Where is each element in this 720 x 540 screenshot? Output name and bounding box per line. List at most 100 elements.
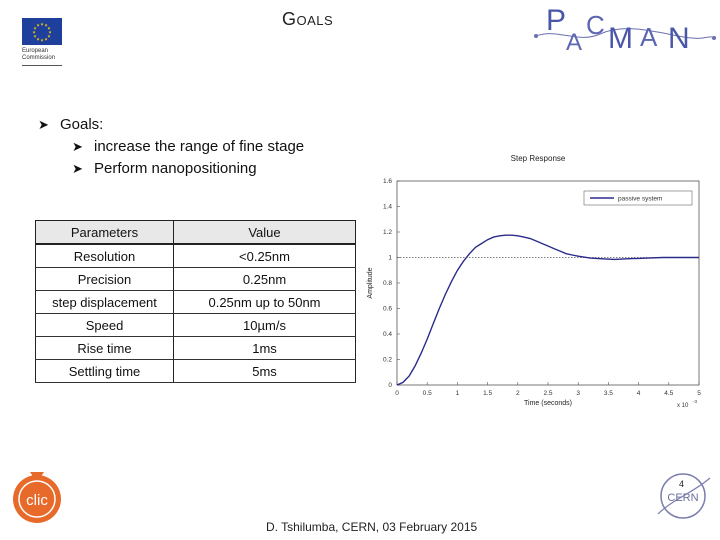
arrow-bullet-icon: ➤ [38,117,49,132]
chart-x-exponent-power: -3 [693,399,697,404]
chart-title: Step Response [511,154,566,163]
pacman-letter-m: M [608,22,633,55]
pacman-logo-dot-left [534,34,538,38]
chart-y-tick-label: 1 [388,255,392,262]
chart-x-tick-label: 2.5 [543,390,552,397]
table-cell-value: 5ms [173,359,356,383]
title-initial: G [282,9,297,29]
table-row: Resolution <0.25nm [35,244,356,268]
chart-y-tick-label: 0.6 [383,306,392,313]
table-cell-parameter: Resolution [35,244,174,268]
chart-plot-area [396,180,700,386]
pacman-logo-dot-right [712,36,716,40]
table-cell-parameter: step displacement [35,290,174,314]
eu-logo-divider [22,65,62,66]
chart-y-tick-label: 0.8 [383,280,392,287]
chart-y-tick-label: 1.4 [383,204,392,211]
chart-legend-label: passive system [618,196,662,203]
chart-x-exponent-label: x 10 [677,403,689,409]
bullet-sub-2: ➤ Perform nanopositioning [72,160,257,177]
arrow-bullet-icon: ➤ [72,161,83,176]
arrow-bullet-icon: ➤ [72,139,83,154]
bullet-sub-1: ➤ increase the range of fine stage [72,138,304,155]
clic-logo-top [30,472,44,478]
clic-logo-circle [13,475,61,523]
table-cell-parameter: Speed [35,313,174,337]
table-cell-parameter: Precision [35,267,174,291]
table-row: step displacement 0.25nm up to 50nm [35,290,356,314]
pacman-letter-a2: A [640,22,658,52]
title-rest: OALS [296,13,334,28]
pacman-letter-p: P [546,4,566,37]
eu-flag-logo: ★ ★ ★ ★ ★ ★ ★ ★ ★ ★ ★ ★ [22,18,62,45]
table-row: Speed 10µm/s [35,313,356,337]
table-cell-value: 0.25nm up to 50nm [173,290,356,314]
chart-y-tick-label: 0 [388,382,392,389]
table-cell-value: <0.25nm [173,244,356,268]
chart-x-tick-label: 3 [576,390,580,397]
eu-logo-text-line2: Commission [22,55,56,61]
table-row: Rise time 1ms [35,336,356,360]
clic-logo: clic [13,472,61,523]
bullet-sub-2-text: Perform nanopositioning [94,160,257,177]
chart-x-tick-label: 4.5 [664,390,673,397]
pacman-letter-c: C [586,10,605,40]
table-cell-value: 10µm/s [173,313,356,337]
table-cell-parameter: Settling time [35,359,174,383]
chart-x-tick-label: 3.5 [604,390,613,397]
table-row: Precision 0.25nm [35,267,356,291]
eu-star-icon: ★ [40,38,44,43]
pacman-letter-n: N [668,22,690,55]
eu-star-icon: ★ [48,30,52,35]
chart-x-tick-label: 4 [637,390,641,397]
bullet-main-text: Goals: [60,116,104,133]
pacman-logo: P A C M A N [534,4,717,56]
pacman-logo-swoosh [535,28,717,39]
table-cell-value: 0.25nm [173,267,356,291]
clic-logo-text: clic [26,492,48,509]
chart-x-tick-label: 0 [395,390,399,397]
eu-star-icon: ★ [32,30,36,35]
chart-x-tick-label: 5 [697,390,701,397]
chart-series-line [396,234,699,386]
table-cell-parameter: Rise time [35,336,174,360]
eu-logo-text: European Commission [22,48,55,62]
chart-ylabel: Amplitude [367,267,374,298]
chart-y-tick-label: 0.2 [383,357,392,364]
eu-logo-text-line1: European [22,48,49,54]
eu-star-icon: ★ [33,34,37,39]
chart-xlabel: Time (seconds) [524,400,572,407]
footer-text: D. Tshilumba, CERN, 03 February 2015 [266,520,478,534]
eu-star-icon: ★ [36,36,40,41]
chart-x-tick-label: 0.5 [423,390,432,397]
clic-logo-ring [18,480,56,518]
table-row: Settling time 5ms [35,359,356,383]
page-number: 4 [679,479,685,489]
slide-title: GOALS [282,9,333,30]
cern-logo-ring [660,473,706,519]
bullet-sub-1-text: increase the range of fine stage [94,138,305,155]
table-header-parameters: Parameters [35,220,174,245]
step-response-chart: Step Response Time (seconds) Amplitude 0 0.5… [367,154,701,409]
eu-star-icon: ★ [33,26,37,31]
chart-legend [583,190,693,206]
chart-y-tick-label: 1.6 [383,178,392,185]
cern-logo-swoosh [657,477,711,515]
parameters-table: Parameters Value Resolution <0.25nm Prec… [35,220,356,383]
pacman-letter-a1: A [566,29,582,56]
chart-x-tick-label: 1 [456,390,460,397]
eu-star-icon: ★ [47,26,51,31]
bullet-main: ➤ Goals: [38,116,103,133]
chart-x-tick-label: 2 [516,390,520,397]
eu-star-icon: ★ [47,34,51,39]
chart-x-tick-label: 1.5 [483,390,492,397]
eu-star-icon: ★ [36,23,40,28]
cern-logo-text: CERN [667,492,698,504]
cern-logo: CERN [657,473,711,519]
chart-y-tick-label: 0.4 [383,331,392,338]
eu-star-icon: ★ [44,23,48,28]
chart-y-tick-label: 1.2 [383,229,392,236]
eu-star-icon: ★ [44,36,48,41]
table-cell-value: 1ms [173,336,356,360]
table-header-row: Parameters Value [35,220,356,245]
